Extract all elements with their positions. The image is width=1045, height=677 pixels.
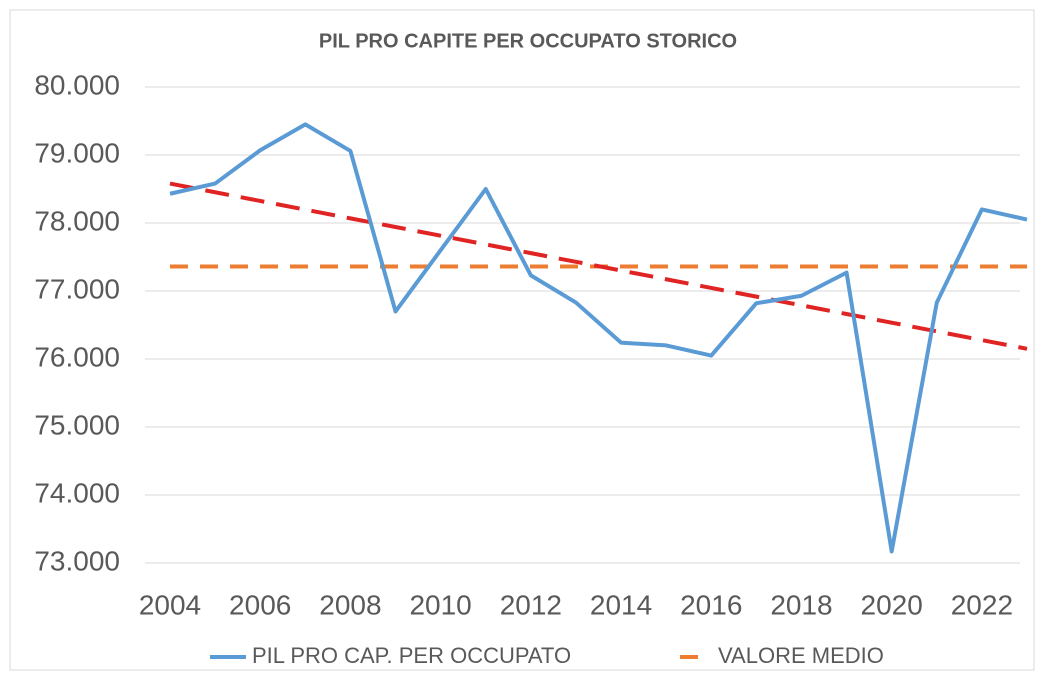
- y-tick-label: 75.000: [34, 409, 120, 440]
- x-tick-label: 2008: [319, 589, 381, 620]
- y-tick-label: 80.000: [34, 69, 120, 100]
- x-tick-label: 2020: [861, 589, 923, 620]
- y-tick-label: 79.000: [34, 137, 120, 168]
- legend-label: PIL PRO CAP. PER OCCUPATO: [252, 643, 571, 668]
- data-line: [169, 181, 1028, 351]
- x-tick-label: 2018: [770, 589, 832, 620]
- y-tick-label: 73.000: [34, 545, 120, 576]
- legend-label: VALORE MEDIO: [718, 643, 884, 668]
- data-line: [169, 122, 1028, 554]
- chart-frame: [9, 9, 1035, 671]
- y-tick-label: 76.000: [34, 341, 120, 372]
- y-tick-label: 78.000: [34, 205, 120, 236]
- y-tick-label: 77.000: [34, 273, 120, 304]
- x-tick-label: 2022: [951, 589, 1013, 620]
- x-tick-label: 2010: [409, 589, 471, 620]
- x-tick-label: 2014: [590, 589, 652, 620]
- x-tick-label: 2004: [139, 589, 201, 620]
- x-tick-label: 2006: [229, 589, 291, 620]
- x-tick-label: 2012: [500, 589, 562, 620]
- y-tick-label: 74.000: [34, 477, 120, 508]
- x-tick-label: 2016: [680, 589, 742, 620]
- chart-title: PIL PRO CAPITE PER OCCUPATO STORICO: [319, 30, 737, 52]
